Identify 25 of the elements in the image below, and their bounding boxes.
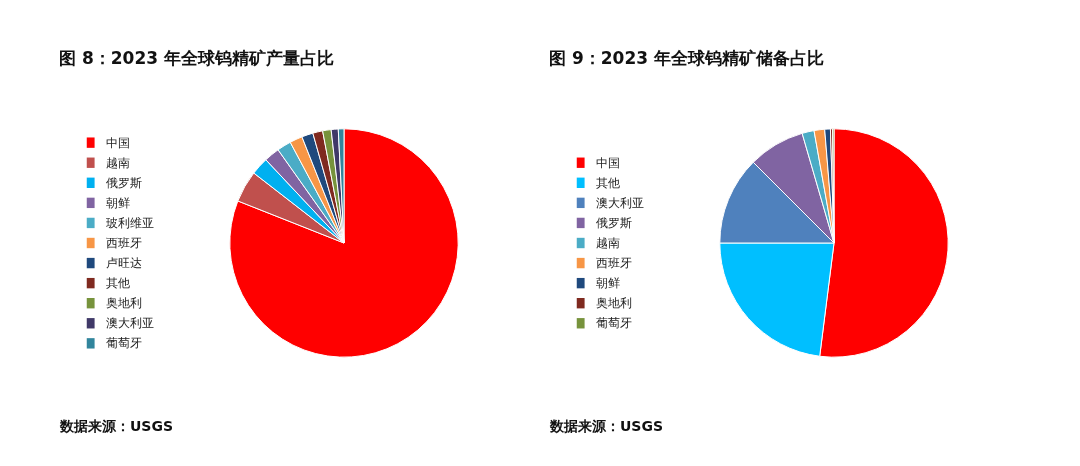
legend-label: 奥地利 [106, 296, 142, 310]
legend-label: 西班牙 [596, 256, 632, 270]
legend-label: 越南 [596, 236, 620, 250]
legend-label: 西班牙 [106, 236, 142, 250]
source-note: 数据来源：USGS [59, 418, 174, 434]
legend-label: 朝鲜 [106, 196, 130, 210]
pie-slice [229, 128, 459, 358]
source-note: 数据来源：USGS [549, 418, 664, 434]
legend-label: 其他 [106, 276, 130, 290]
legend-label: 俄罗斯 [106, 176, 142, 190]
legend-label: 卢旺达 [106, 256, 142, 270]
legend-label: 澳大利亚 [596, 196, 644, 210]
legend-label: 俄罗斯 [596, 216, 632, 230]
legend-label: 葡萄牙 [596, 316, 632, 330]
legend-label: 朝鲜 [596, 276, 620, 290]
legend-label: 葡萄牙 [106, 336, 142, 350]
legend-label: 中国 [106, 136, 130, 150]
legend-label: 中国 [596, 156, 620, 170]
legend-label: 澳大利亚 [106, 316, 154, 330]
chart-title: 图 9：2023 年全球钨精矿储备占比 [549, 48, 824, 68]
legend-label: 越南 [106, 156, 130, 170]
legend-label: 其他 [596, 176, 620, 190]
legend-label: 奥地利 [596, 296, 632, 310]
chart-title: 图 8：2023 年全球钨精矿产量占比 [59, 48, 334, 68]
legend-label: 玻利维亚 [106, 216, 154, 230]
